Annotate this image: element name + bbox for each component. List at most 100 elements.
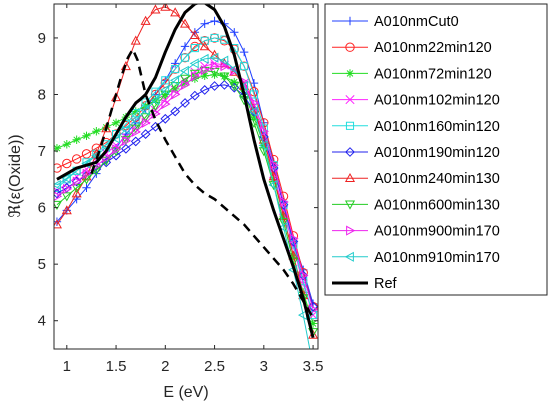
- legend-label: A010nm22min120: [374, 40, 492, 56]
- data-point: [101, 123, 112, 133]
- data-point: [278, 217, 289, 227]
- data-point: [130, 136, 141, 147]
- data-point: [81, 149, 92, 159]
- data-point: [199, 41, 210, 51]
- legend-label: A010nm240min130: [374, 171, 500, 187]
- data-point: [120, 124, 130, 135]
- legend-marker: [345, 147, 355, 157]
- legend-label: A010nm900min170: [374, 224, 500, 240]
- data-point: [140, 129, 151, 139]
- data-point: [170, 7, 181, 17]
- legend-entry: A010nm72min120: [332, 66, 492, 82]
- data-point: [230, 28, 239, 37]
- legend-marker: [345, 42, 355, 52]
- data-point: [298, 270, 309, 281]
- data-point: [54, 191, 63, 201]
- data-point: [160, 113, 171, 124]
- data-point: [151, 87, 160, 96]
- data-point: [209, 81, 220, 91]
- data-point: [92, 127, 101, 136]
- data-point: [180, 98, 190, 108]
- data-point: [200, 36, 210, 46]
- data-point: [82, 183, 91, 193]
- series-line: [90, 48, 315, 319]
- legend-marker: [345, 16, 355, 26]
- legend-entry: A010nm600min130: [332, 197, 500, 213]
- data-point: [181, 79, 191, 90]
- data-point: [269, 160, 279, 171]
- data-point: [131, 107, 140, 116]
- data-point: [229, 82, 240, 92]
- y-axis: 4 5 6 7 8 9: [38, 30, 318, 330]
- x-tick-label: 1: [63, 358, 71, 375]
- legend-label: A010nm910min170: [374, 250, 500, 266]
- data-point: [71, 176, 82, 187]
- data-point: [140, 15, 151, 25]
- data-point: [91, 143, 102, 153]
- data-point: [268, 179, 278, 191]
- plot-frame: [53, 3, 319, 350]
- legend-label: A010nm72min120: [374, 66, 492, 82]
- data-point: [61, 205, 72, 215]
- x-tick-label: 3: [260, 358, 268, 375]
- legend-marker: [345, 95, 355, 105]
- data-point: [289, 233, 299, 244]
- legend-entry: Ref: [332, 276, 398, 292]
- data-point: [229, 82, 240, 93]
- data-point: [130, 35, 141, 45]
- data-point: [190, 44, 199, 53]
- data-point: [150, 4, 161, 14]
- x-tick-label: 1.5: [106, 358, 127, 375]
- data-point: [170, 106, 181, 117]
- legend-label: A010nm600min130: [374, 197, 500, 213]
- data-point: [209, 33, 220, 43]
- data-point: [179, 18, 191, 28]
- legend-box: [324, 3, 548, 296]
- data-point: [210, 33, 219, 43]
- data-point: [102, 152, 112, 163]
- data-point: [219, 72, 230, 82]
- data-point: [140, 113, 151, 123]
- data-point: [210, 70, 219, 79]
- data-point: [200, 65, 210, 76]
- data-point: [141, 117, 151, 128]
- data-point: [54, 144, 62, 153]
- data-point: [288, 236, 299, 247]
- data-point: [171, 64, 180, 74]
- data-point: [180, 53, 190, 63]
- data-point: [169, 75, 180, 86]
- data-point: [111, 92, 122, 102]
- data-point: [210, 61, 220, 72]
- data-point: [189, 58, 199, 69]
- data-point: [210, 16, 219, 26]
- data-point: [230, 44, 239, 53]
- data-point: [299, 270, 309, 281]
- series-layer: [54, 4, 318, 349]
- x-tick-label: 2.5: [204, 358, 225, 375]
- data-point: [131, 126, 141, 137]
- data-point: [179, 65, 189, 76]
- legend-marker: [345, 121, 355, 130]
- data-point: [160, 84, 170, 96]
- data-point: [72, 176, 82, 187]
- data-point: [180, 53, 190, 62]
- x-axis: 1 1.5 2 2.5 3 3.5: [63, 4, 324, 375]
- data-point: [62, 158, 72, 169]
- legend-label: Ref: [374, 276, 398, 292]
- data-point: [121, 143, 131, 154]
- data-point: [191, 71, 201, 82]
- data-point: [72, 135, 81, 144]
- legend-entry: A010nmCut0: [332, 14, 459, 30]
- legend-label: A010nmCut0: [374, 14, 459, 30]
- legend-marker: [344, 251, 354, 262]
- data-point: [150, 95, 160, 106]
- y-tick-label: 7: [38, 143, 46, 160]
- legend-entry: A010nm900min170: [332, 224, 500, 240]
- data-point: [258, 140, 268, 151]
- x-axis-title: E (eV): [163, 384, 208, 401]
- legend-label: A010nm102min120: [374, 93, 500, 109]
- y-tick-label: 9: [38, 30, 46, 47]
- data-point: [170, 64, 180, 74]
- data-point: [199, 53, 209, 64]
